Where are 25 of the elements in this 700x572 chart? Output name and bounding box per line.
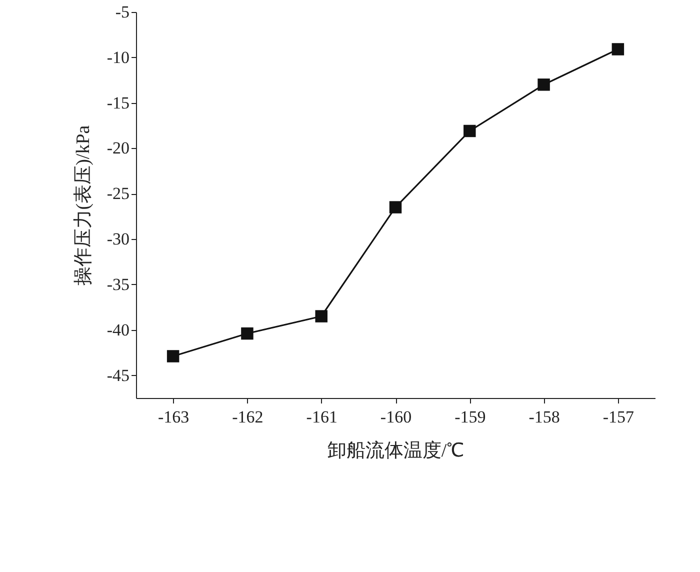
- y-tick-label: -5: [115, 2, 130, 22]
- x-tick-label: -161: [306, 408, 338, 426]
- x-tick-label: -162: [232, 408, 264, 426]
- y-tick-label: -45: [106, 366, 130, 385]
- point: [538, 78, 550, 91]
- point: [612, 43, 624, 56]
- x-tick-label: -158: [528, 408, 560, 426]
- y-axis-title: 操作压力(表压)/kPa: [72, 124, 94, 286]
- point: [464, 124, 476, 138]
- y-tick-label: -15: [106, 93, 130, 112]
- x-tick-label: -159: [454, 408, 486, 426]
- point: [315, 310, 328, 322]
- point: [241, 327, 254, 340]
- point: [389, 201, 402, 214]
- y-tick-label: -30: [106, 230, 130, 249]
- x-tick-label: -160: [380, 408, 412, 426]
- y-tick-label: -40: [106, 320, 130, 340]
- point: [166, 350, 180, 362]
- y-tick-label: -35: [106, 274, 130, 294]
- x-tick-label: -163: [158, 408, 190, 426]
- y-tick-label: -25: [106, 184, 130, 204]
- x-tick-label: -157: [602, 408, 635, 426]
- y-tick-label: -10: [106, 48, 130, 67]
- x-axis-title: 卸船流体温度/℃: [327, 440, 465, 462]
- y-tick-label: -20: [106, 138, 130, 158]
